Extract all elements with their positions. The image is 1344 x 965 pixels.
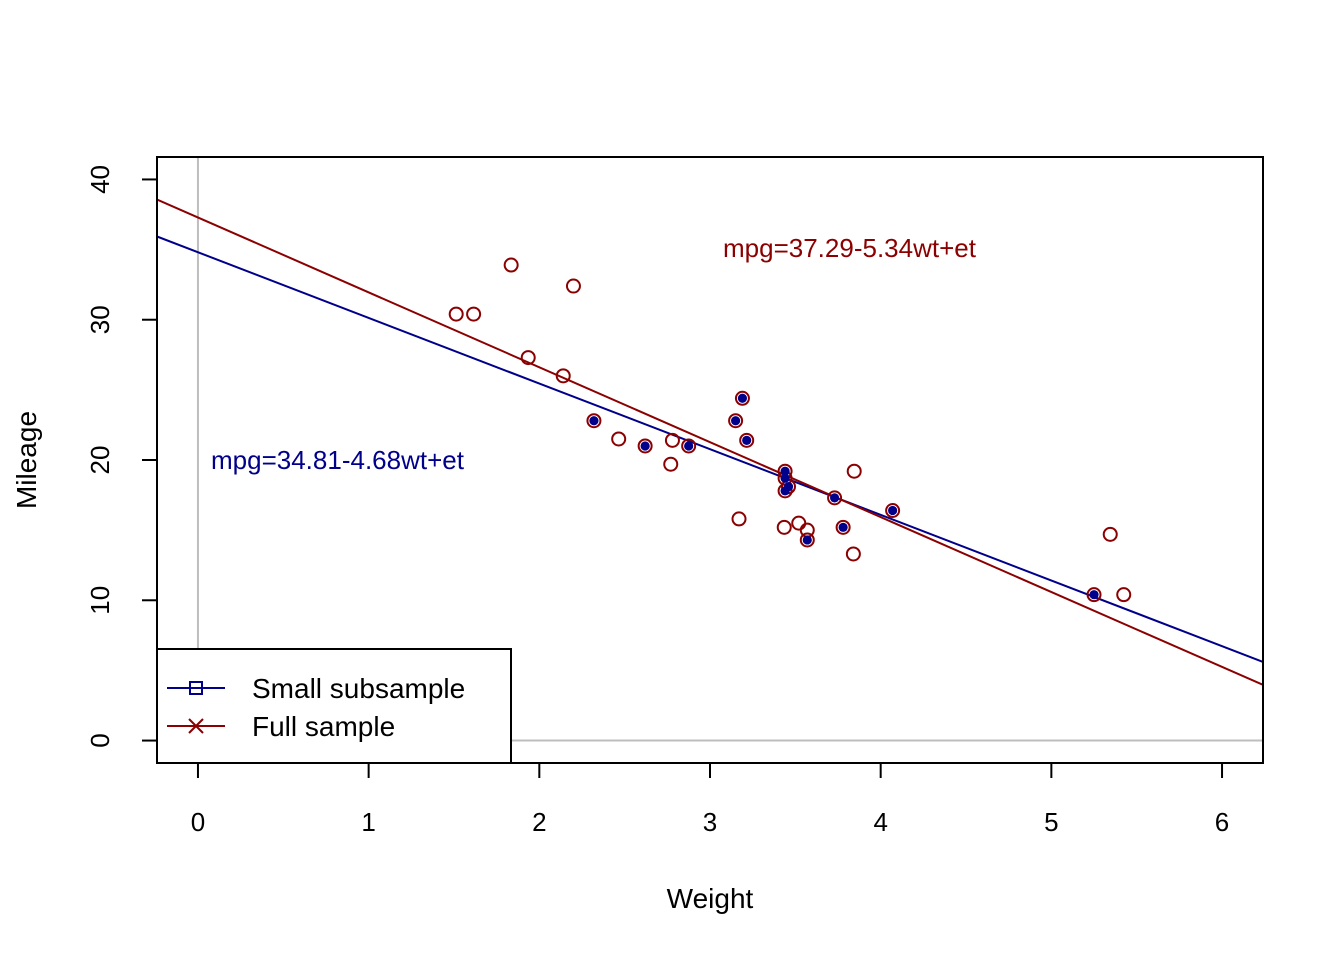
full-sample-point [681, 438, 697, 454]
y-tick-label: 20 [85, 446, 115, 475]
full-sample-point [731, 511, 747, 527]
full-sample-point [728, 413, 744, 429]
full-sample-point [846, 463, 862, 479]
full-sample-point [611, 431, 627, 447]
small-subsample-point [640, 441, 650, 451]
small-subsample-point [731, 416, 741, 426]
full-sample-point [885, 503, 901, 518]
x-axis-label: Weight [667, 883, 754, 914]
full-sample-equation: mpg=37.29-5.34wt+et [723, 233, 977, 263]
x-tick-label: 4 [873, 807, 887, 837]
legend-square-marker [189, 681, 203, 695]
full-sample-point [586, 413, 602, 429]
full-sample-point [776, 519, 792, 535]
x-tick-label: 0 [191, 807, 205, 837]
full-sample-point [555, 368, 571, 384]
full-sample-point [448, 306, 464, 322]
x-tick-label: 3 [703, 807, 717, 837]
legend-label: Small subsample [252, 673, 465, 704]
full-sample-point [799, 532, 815, 548]
small-subsample-point [780, 466, 790, 476]
full-sample-point [637, 438, 653, 454]
full-sample-point [791, 515, 807, 531]
full-sample-fit-line [157, 198, 1263, 686]
x-tick-label: 6 [1215, 807, 1229, 837]
full-sample-point [845, 546, 861, 562]
small-subsample-point [737, 393, 748, 403]
legend-cross-marker [188, 718, 204, 734]
small-subsample-point [888, 505, 898, 516]
small-subsample-point [780, 473, 790, 483]
full-sample-point [466, 306, 482, 322]
full-sample-point [799, 522, 815, 538]
small-subsample-point [780, 486, 790, 496]
y-axis-label: Mileage [11, 411, 42, 509]
legend-label: Full sample [252, 711, 395, 742]
full-sample-point [565, 278, 581, 294]
full-sample-point [503, 257, 519, 273]
full-sample-point [663, 456, 679, 472]
small-subsample-fit-line [157, 235, 1263, 663]
full-sample-point [739, 432, 755, 448]
y-tick-label: 30 [85, 305, 115, 334]
small-subsample-equation: mpg=34.81-4.68wt+et [211, 445, 465, 475]
y-tick-label: 10 [85, 586, 115, 615]
full-sample-point [734, 390, 750, 406]
small-subsample-point [1089, 590, 1099, 600]
y-tick-label: 40 [85, 165, 115, 194]
legend-box [156, 648, 512, 764]
full-sample-point [664, 432, 680, 448]
x-tick-label: 2 [532, 807, 546, 837]
full-sample-point [835, 519, 851, 535]
small-subsample-point [838, 522, 848, 532]
small-subsample-point [742, 435, 752, 445]
small-subsample-point [589, 416, 599, 426]
x-tick-label: 5 [1044, 807, 1058, 837]
y-tick-label: 0 [85, 733, 115, 747]
small-subsample-point [829, 493, 840, 503]
x-tick-label: 1 [361, 807, 375, 837]
full-sample-point [1086, 587, 1102, 603]
full-sample-point [1116, 587, 1132, 603]
small-subsample-point [802, 535, 812, 545]
full-sample-point [827, 490, 843, 506]
full-sample-point [520, 350, 536, 366]
full-sample-point [1102, 526, 1118, 542]
small-subsample-point [684, 441, 694, 451]
